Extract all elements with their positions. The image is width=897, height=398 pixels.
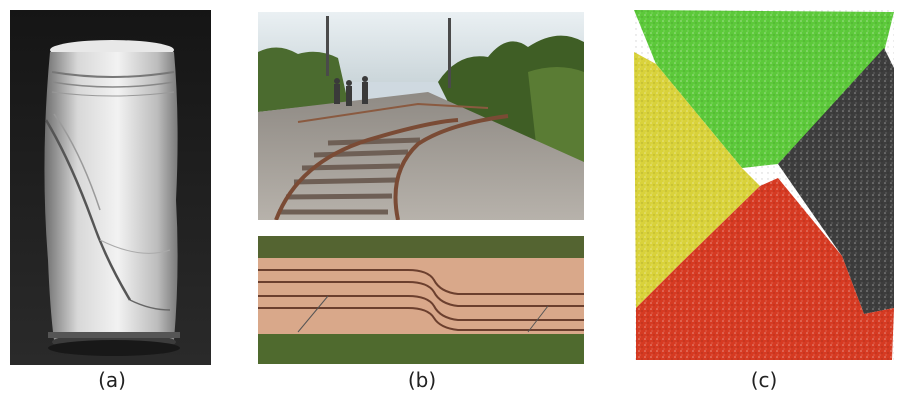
railway-buckle-image <box>258 12 584 220</box>
caption-c: (c) <box>750 368 778 392</box>
buckled-specimen-image <box>10 10 211 365</box>
point-cloud-segmentation <box>632 8 896 364</box>
photo-buckled-specimen <box>10 10 211 365</box>
caption-a: (a) <box>98 368 126 392</box>
caption-b: (b) <box>407 368 437 392</box>
segmentation-image <box>632 8 896 364</box>
photo-aerial-tracks <box>258 236 584 364</box>
photo-railway-buckle <box>258 12 584 220</box>
aerial-tracks-image <box>258 236 584 364</box>
